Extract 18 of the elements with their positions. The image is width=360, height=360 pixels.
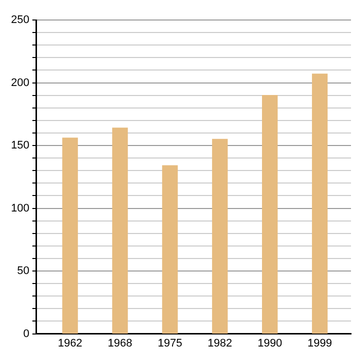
bar: [62, 138, 78, 334]
bar: [212, 138, 228, 334]
x-tick-label: 1975: [158, 337, 182, 350]
y-tick-label: 100: [10, 202, 30, 214]
y-tick-label: 150: [10, 140, 30, 152]
x-tick-label: 1990: [258, 337, 282, 350]
y-tick-label: 50: [17, 265, 30, 278]
x-tick-label: 1982: [208, 337, 232, 350]
bar: [312, 74, 328, 334]
x-tick-label: 1968: [108, 337, 132, 350]
bar: [262, 94, 278, 334]
y-tick-label: 0: [23, 328, 30, 340]
y-tick-label: 250: [10, 14, 30, 26]
bar: [162, 165, 178, 334]
bar: [112, 128, 128, 334]
x-tick-label: 1962: [58, 337, 82, 350]
x-tick-label: 1999: [308, 337, 332, 350]
y-tick-label: 200: [10, 76, 30, 89]
